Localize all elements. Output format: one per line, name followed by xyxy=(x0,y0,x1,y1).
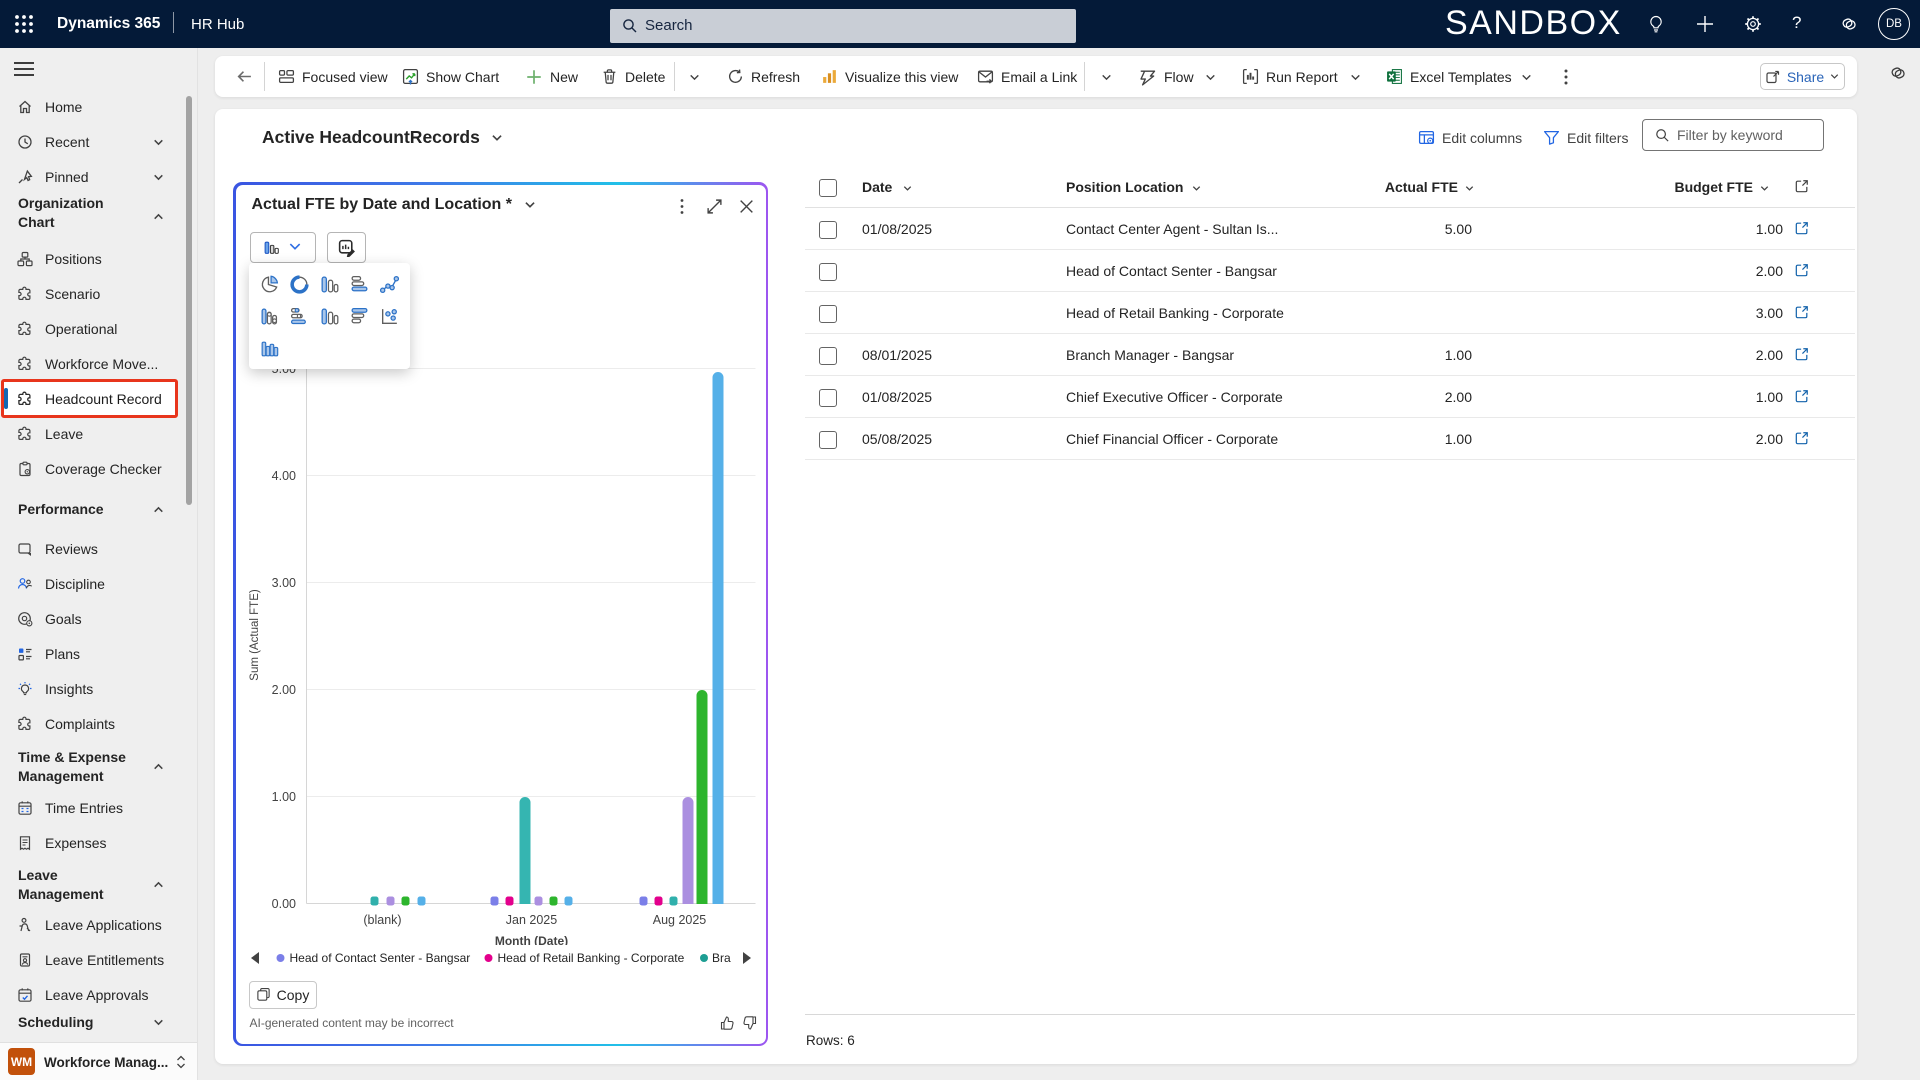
svg-text:4.00: 4.00 xyxy=(271,469,295,483)
svg-text:Aug 2025: Aug 2025 xyxy=(652,913,706,927)
svg-text:3.00: 3.00 xyxy=(271,576,295,590)
svg-text:Head of Contact Senter - Bangs: Head of Contact Senter - Bangsar xyxy=(289,951,470,965)
svg-text:0.00: 0.00 xyxy=(271,897,295,911)
svg-text:Sum (Actual FTE): Sum (Actual FTE) xyxy=(249,589,261,681)
svg-text:Jan 2025: Jan 2025 xyxy=(505,913,556,927)
svg-text:1.00: 1.00 xyxy=(271,790,295,804)
svg-text:Bra: Bra xyxy=(712,951,731,965)
svg-text:2.00: 2.00 xyxy=(271,683,295,697)
svg-text:(blank): (blank) xyxy=(363,913,401,927)
svg-text:Month (Date): Month (Date) xyxy=(494,934,567,945)
svg-text:Head of Retail Banking - Corpo: Head of Retail Banking - Corporate xyxy=(497,951,684,965)
